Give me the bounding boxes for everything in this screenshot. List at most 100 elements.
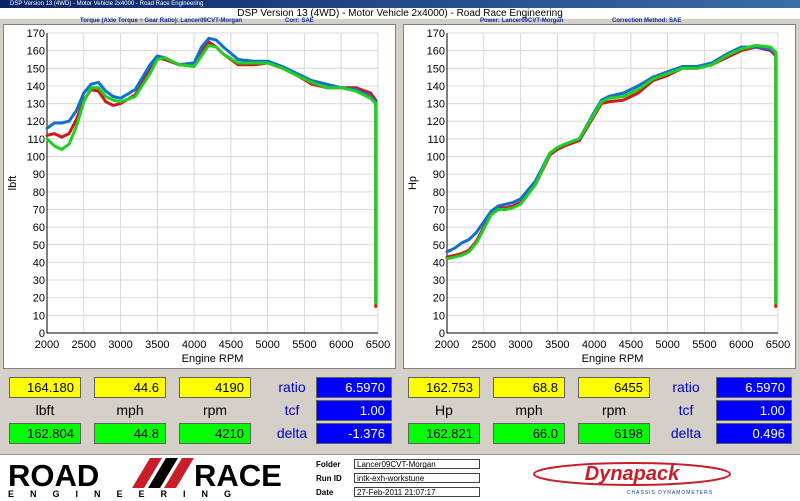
logo-race-text: RACE — [194, 458, 282, 493]
x-axis-label: Engine RPM — [182, 353, 244, 365]
y-tick-label: 170 — [27, 28, 45, 40]
x-tick-label: 3000 — [508, 339, 532, 351]
window-title: DSP Version 13 (4WD) - Motor Vehicle 2x4… — [10, 1, 204, 7]
x-tick-label: 6000 — [729, 339, 753, 351]
logo-road-text: ROAD — [8, 458, 99, 493]
x-tick-label: 4000 — [582, 339, 606, 351]
x-tick-label: 4000 — [182, 339, 206, 351]
y-tick-label: 100 — [27, 152, 45, 164]
x-tick-label: 4500 — [219, 339, 243, 351]
x-tick-label: 2500 — [472, 339, 496, 351]
dynapack-sub-text: CHASSIS DYNAMOMETERS — [627, 490, 713, 496]
x-tick-label: 2000 — [35, 339, 59, 351]
left-rpm-label: rpm — [202, 402, 228, 418]
left-rpm-top: 4190 — [179, 377, 251, 398]
y-tick-label: 170 — [427, 28, 445, 40]
y-tick-label: 140 — [427, 81, 445, 93]
left-mph-top: 44.6 — [94, 377, 166, 398]
left-mph-label: mph — [116, 402, 144, 418]
right-hp-top: 162.753 — [408, 377, 480, 398]
dynapack-swoosh-icon — [533, 462, 731, 486]
right-hp-label: Hp — [435, 402, 453, 418]
logo-sub-text: ENGINEERING — [8, 489, 247, 498]
left-lbft-label: lbft — [35, 402, 55, 418]
right-rpm-label: rpm — [601, 402, 627, 418]
right-ratio-label: ratio — [672, 379, 700, 395]
series-line-3 — [45, 43, 378, 305]
y-tick-label: 0 — [439, 328, 445, 340]
right-rpm-top: 6455 — [578, 377, 650, 398]
y-tick-label: 120 — [27, 116, 45, 128]
x-tick-label: 5000 — [655, 339, 679, 351]
y-tick-label: 0 — [39, 328, 45, 340]
torque-chart: 2000 2500 3000 3500 4000 4500 5000 5500 6000 6500… — [7, 28, 390, 365]
y-tick-label: 80 — [433, 187, 445, 199]
y-tick-label: 50 — [33, 240, 45, 252]
y-tick-label: 90 — [433, 169, 445, 181]
power-chart-header: Power: Lancer09CVT-Morgan — [480, 18, 564, 24]
right-delta-label: delta — [670, 425, 702, 441]
y-tick-label: 30 — [433, 275, 445, 287]
runid-label: Run ID — [316, 474, 342, 483]
right-delta-value: 0.496 — [716, 423, 792, 444]
left-ratio-value: 6.5970 — [316, 377, 392, 398]
left-rpm-bottom: 4210 — [179, 423, 251, 444]
y-axis-label: lbft — [7, 176, 19, 191]
series-line-3 — [445, 43, 778, 305]
date-value: 27-Feb-2011 21:07:17 — [354, 487, 480, 497]
y-tick-label: 80 — [33, 187, 45, 199]
y-tick-label: 130 — [27, 99, 45, 111]
dynapack-logo: Dynapack CHASSIS DYNAMOMETERS — [533, 462, 731, 496]
y-tick-label: 70 — [433, 204, 445, 216]
window-title-bar: DSP Version 13 (4WD) - Motor Vehicle 2x4… — [0, 0, 800, 8]
left-ratio-label: ratio — [278, 379, 306, 395]
torque-chart-header: Torque (Axle Torque ÷ Gear Ratio): Lance… — [80, 18, 243, 24]
logo-slash-icon-2 — [148, 458, 178, 488]
x-tick-label: 3000 — [108, 339, 132, 351]
logo-slash-icon — [132, 458, 162, 488]
left-torque-top: 164.180 — [9, 377, 81, 398]
left-tcf-value: 1.00 — [316, 400, 392, 421]
power-chart-panel: 2000 2500 3000 3500 4000 4500 5000 5500 6000 6500… — [403, 24, 796, 369]
road-race-logo: ROAD RACE ENGINEERING — [8, 458, 282, 498]
y-tick-label: 70 — [33, 204, 45, 216]
folder-value: Lancer09CVT-Morgan — [354, 459, 480, 469]
x-tick-label: 2500 — [72, 339, 96, 351]
series-line-2 — [45, 36, 378, 303]
left-torque-bottom: 162.804 — [9, 423, 81, 444]
y-tick-label: 10 — [33, 310, 45, 322]
dynapack-brand-text: Dynapack — [585, 463, 680, 485]
date-label: Date — [316, 488, 334, 497]
y-tick-label: 40 — [33, 257, 45, 269]
y-tick-label: 60 — [433, 222, 445, 234]
y-tick-label: 150 — [27, 63, 45, 75]
logo-slash-icon-3 — [164, 458, 194, 488]
x-tick-label: 5000 — [255, 339, 279, 351]
x-tick-label: 2000 — [435, 339, 459, 351]
y-tick-label: 20 — [433, 293, 445, 305]
left-delta-value: -1.376 — [316, 423, 392, 444]
runid-value: intk-exh-workstune — [354, 473, 480, 483]
y-tick-label: 10 — [433, 310, 445, 322]
x-tick-label: 4500 — [619, 339, 643, 351]
y-tick-label: 60 — [33, 222, 45, 234]
torque-chart-panel: 2000 2500 3000 3500 4000 4500 5000 5500 6000 6500… — [3, 24, 396, 369]
right-tcf-label: tcf — [678, 402, 694, 418]
y-tick-label: 150 — [427, 63, 445, 75]
right-ratio-value: 6.5970 — [716, 377, 792, 398]
y-tick-label: 90 — [33, 169, 45, 181]
y-tick-label: 20 — [33, 293, 45, 305]
x-tick-label: 6500 — [366, 339, 390, 351]
y-tick-label: 40 — [433, 257, 445, 269]
right-mph-top: 68.8 — [493, 377, 565, 398]
x-tick-label: 3500 — [145, 339, 169, 351]
x-tick-label: 6000 — [329, 339, 353, 351]
left-mph-bottom: 44.8 — [94, 423, 166, 444]
right-mph-label: mph — [515, 402, 543, 418]
right-mph-bottom: 66.0 — [493, 423, 565, 444]
folder-label: Folder — [316, 460, 341, 469]
right-hp-bottom: 162.821 — [408, 423, 480, 444]
y-tick-label: 130 — [427, 99, 445, 111]
power-correction: Correction Method: SAE — [612, 18, 682, 24]
left-tcf-label: tcf — [284, 402, 300, 418]
